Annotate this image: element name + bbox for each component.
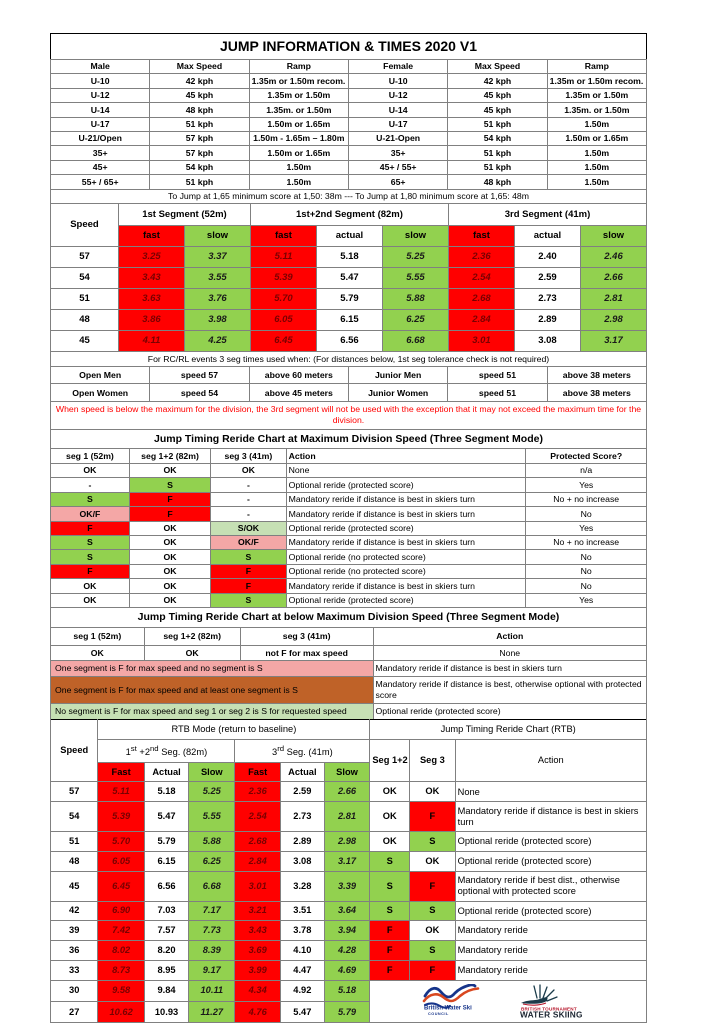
svg-text:WATER SKIING: WATER SKIING bbox=[520, 1010, 583, 1019]
svg-text:British Water Ski: British Water Ski bbox=[424, 1006, 472, 1012]
svg-text:COUNCIL: COUNCIL bbox=[428, 1012, 449, 1016]
